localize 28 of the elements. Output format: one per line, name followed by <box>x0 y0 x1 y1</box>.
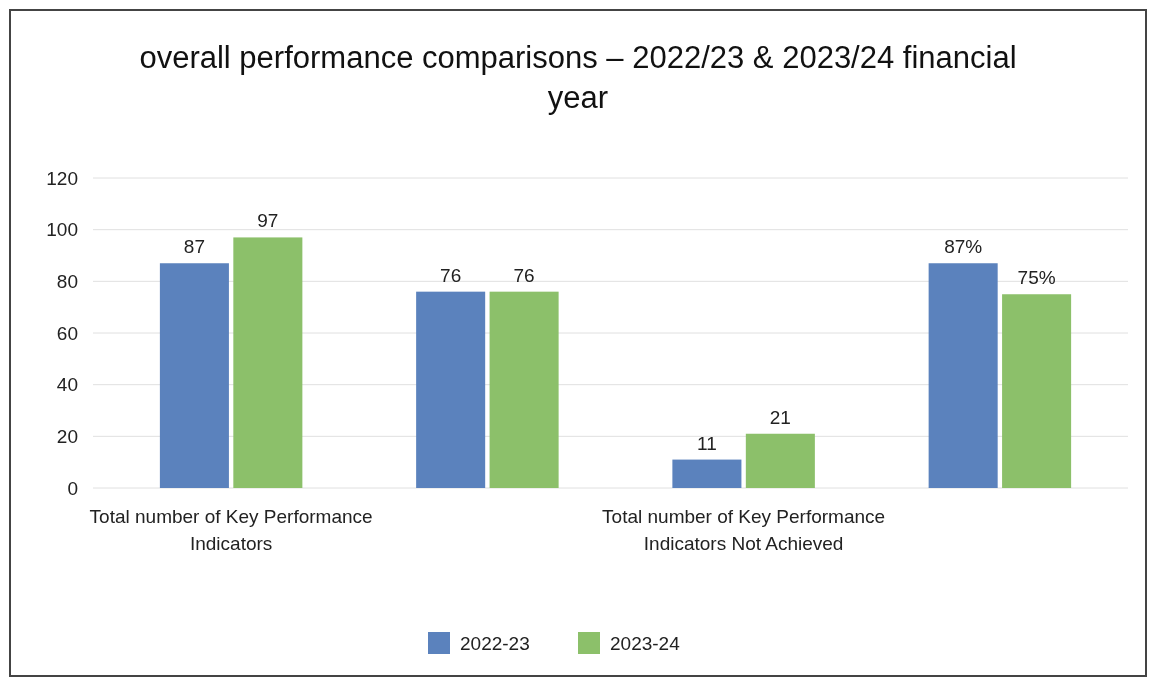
x-tick-label: Total number of Key Performance Indicators <box>89 506 373 554</box>
data-label: 87 <box>183 236 205 258</box>
y-tick-label: 60 <box>56 322 78 344</box>
data-label: 76 <box>440 264 462 286</box>
bar <box>928 263 998 488</box>
data-label: 75% <box>1017 267 1056 289</box>
data-label: 11 <box>697 432 717 454</box>
x-tick-label: Total number of Key Performance Indicators Not Achieved <box>602 506 886 554</box>
y-tick-label: 20 <box>56 425 78 447</box>
y-tick-label: 120 <box>46 167 78 189</box>
data-label: 87% <box>944 236 983 258</box>
y-tick-label: 0 <box>67 477 78 499</box>
data-label: 21 <box>769 406 791 428</box>
bar <box>233 237 303 488</box>
bar <box>489 291 559 488</box>
legend-label: 2022-23 <box>460 632 530 654</box>
y-tick-label: 100 <box>46 219 78 241</box>
data-label: 76 <box>513 264 535 286</box>
bar <box>159 263 229 488</box>
bar <box>1002 294 1072 488</box>
chart-title: overall performance comparisons – 2022/23 & 2023/24 financial year <box>139 40 1017 115</box>
data-label: 97 <box>257 210 279 232</box>
legend-label: 2023-24 <box>610 632 681 654</box>
bar <box>745 433 815 488</box>
y-tick-label: 80 <box>56 270 78 292</box>
bar <box>416 291 486 488</box>
y-tick-label: 40 <box>56 374 78 396</box>
bar <box>672 459 742 488</box>
